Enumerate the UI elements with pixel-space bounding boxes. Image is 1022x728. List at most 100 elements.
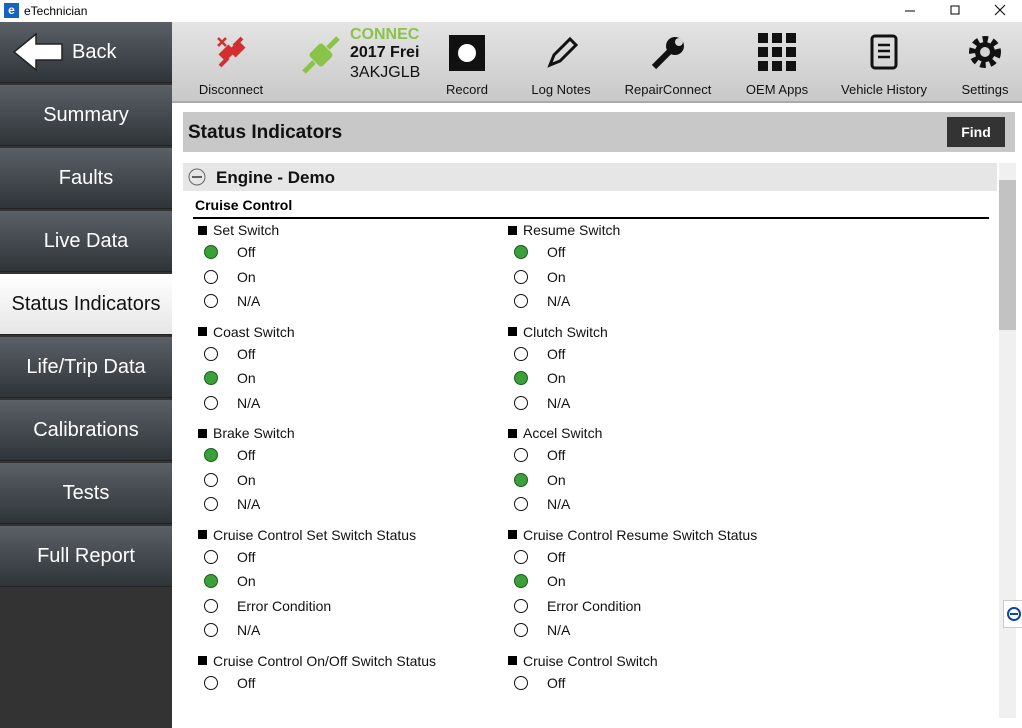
indicator: Cruise Control Resume Switch Status Off On… [503,525,813,651]
scrollbar[interactable] [999,163,1016,718]
log-notes-button[interactable]: Log Notes [531,82,591,97]
record-button[interactable]: Record [446,82,488,97]
option-label: N/A [547,496,571,513]
indicator: Brake Switch Off On N/A [193,423,503,525]
nav-item[interactable]: Calibrations [0,400,172,461]
option-label: N/A [237,496,261,513]
option-label: On [237,268,256,285]
repairconnect-icon [651,37,684,70]
radio [204,574,218,589]
bullet [508,530,517,539]
option: On [503,468,813,493]
back-label: Back [72,40,117,63]
option-label: N/A [237,622,261,639]
indicator-list: Set Switch Off On N/A Resume Switch Off On N/A C… [193,220,993,728]
oem-apps-button[interactable]: OEM Apps [745,82,809,97]
vehicle-history-button[interactable]: Vehicle History [841,82,927,97]
radio [514,448,528,463]
collapse-icon [188,168,206,186]
indicator: Coast Switch Off On N/A [193,322,503,424]
option: Off [193,545,503,570]
bullet [198,225,207,235]
radio [514,598,528,613]
option-label: Off [547,447,566,464]
option: Off [503,671,813,696]
option: On [503,569,813,594]
section-header[interactable]: Engine - Demo [183,163,997,191]
option-label: Off [547,548,566,565]
title-bar: e eTechnician [0,0,1022,22]
option-label: Error Condition [237,597,332,614]
repairconnect-button[interactable]: RepairConnect [624,82,712,97]
option-label: N/A [547,394,571,411]
indicator-name-row: Cruise Control Switch [503,651,813,671]
radio [204,395,218,410]
radio [204,245,218,260]
radio [204,448,218,463]
option-label: Off [547,244,566,261]
indicator-name-row: Accel Switch [503,423,813,443]
option: N/A [193,492,503,517]
radio [514,549,528,564]
scroll-thumb[interactable] [999,180,1016,330]
indicator-name: Set Switch [213,222,280,238]
option: N/A [503,391,813,416]
radio [514,346,528,361]
radio [514,371,528,386]
bullet [198,327,207,336]
radio [204,346,218,361]
oem-apps-icon [758,33,796,71]
indicator: Accel Switch Off On N/A [503,423,813,525]
nav-item[interactable]: Faults [0,148,172,209]
nav-item[interactable]: Live Data [0,211,172,272]
indicator-name: Clutch Switch [523,323,608,340]
radio [514,623,528,638]
back-button[interactable]: Back [0,22,172,83]
radio [514,269,528,284]
settings-button[interactable]: Settings [961,82,1009,97]
option-label: On [237,471,256,488]
indicator-name-row: Cruise Control On/Off Switch Status [193,651,503,671]
option-label: Off [237,345,256,362]
indicator: Cruise Control On/Off Switch Status Off [193,651,503,704]
option: On [193,366,503,391]
indicator-name: Coast Switch [213,323,295,340]
indicator-name: Cruise Control Switch [523,652,658,669]
nav-item[interactable]: Summary [0,85,172,146]
indicator-name: Brake Switch [213,425,295,441]
side-tab[interactable] [1003,600,1022,628]
indicator: Set Switch Off On N/A [193,220,503,322]
option: N/A [503,618,813,643]
option: Off [193,671,503,696]
option-label: On [547,573,566,590]
restore[interactable] [950,5,960,15]
option: On [193,468,503,493]
radio [514,294,528,309]
radio [514,675,528,690]
indicator-name-row: Clutch Switch [503,322,813,342]
indicator-name: Cruise Control On/Off Switch Status [213,652,437,669]
find-button[interactable]: Find [947,117,1005,147]
close[interactable] [994,4,1006,16]
option: On [193,265,503,290]
nav-item[interactable]: Life/Trip Data [0,337,172,398]
indicator: Clutch Switch Off On N/A [503,322,813,424]
option-label: On [547,370,566,387]
bullet [508,428,517,438]
radio [204,675,218,690]
disconnect-button[interactable]: Disconnect [198,82,264,97]
option: Off [193,240,503,265]
option: Off [503,240,813,265]
toolbar: Disconnect CONNEC 2017 Frei 3AKJGLB Reco… [172,22,1022,103]
nav-item[interactable]: Status Indicators [0,274,172,335]
log-notes-icon [547,36,578,68]
option-label: On [547,471,566,488]
option: Error Condition [193,594,503,619]
indicator-name-row: Set Switch [193,220,503,240]
option-label: Off [237,674,256,691]
bullet [508,656,517,665]
nav-item[interactable]: Full Report [0,526,172,587]
nav-item[interactable]: Tests [0,463,172,524]
bullet [508,327,517,336]
connection-icon [302,36,340,74]
